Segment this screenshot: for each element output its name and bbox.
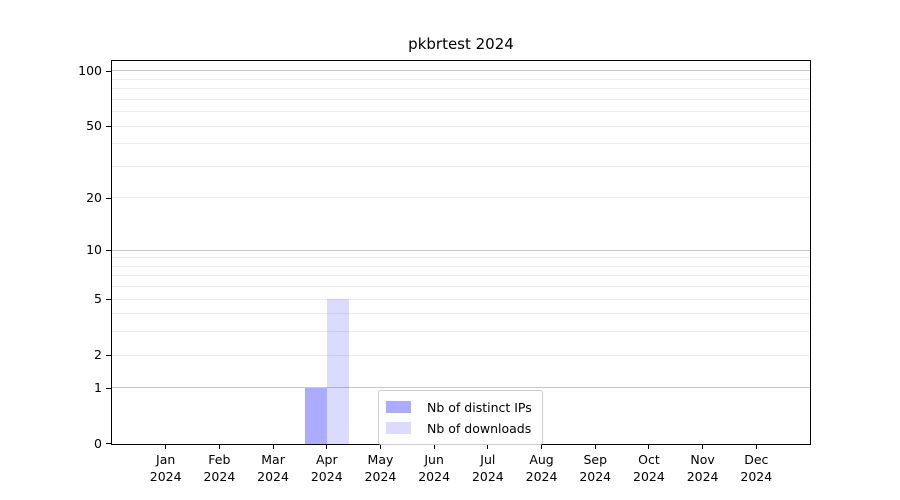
minor-gridline-50 xyxy=(112,125,810,127)
major-gridline-1 xyxy=(112,387,810,389)
y-tick-label-1: 1 xyxy=(94,379,102,395)
legend-swatch-downloads xyxy=(386,422,411,434)
y-tick-50 xyxy=(106,126,112,128)
x-tick-label-dec: Dec 2024 xyxy=(740,452,773,484)
x-tick-apr xyxy=(326,444,328,449)
minor-gridline-70 xyxy=(112,98,810,100)
y-tick-100 xyxy=(106,70,112,72)
x-tick-label-oct: Oct 2024 xyxy=(633,452,665,484)
y-tick-2 xyxy=(106,355,112,357)
x-tick-feb xyxy=(218,444,220,449)
minor-gridline-5 xyxy=(112,298,810,300)
minor-gridline-4 xyxy=(112,313,810,315)
y-tick-label-2: 2 xyxy=(94,347,102,363)
x-tick-jul xyxy=(487,444,489,449)
minor-gridline-6 xyxy=(112,286,810,288)
y-tick-1 xyxy=(106,387,112,389)
x-tick-label-mar: Mar 2024 xyxy=(257,452,289,484)
x-tick-nov xyxy=(702,444,704,449)
y-tick-5 xyxy=(106,299,112,301)
minor-gridline-30 xyxy=(112,165,810,167)
x-tick-jun xyxy=(433,444,435,449)
x-tick-oct xyxy=(648,444,650,449)
x-tick-label-sep: Sep 2024 xyxy=(579,452,612,484)
x-tick-label-nov: Nov 2024 xyxy=(686,452,719,484)
x-tick-mar xyxy=(272,444,274,449)
minor-gridline-2 xyxy=(112,354,810,356)
plot-area: Nb of distinct IPs Nb of downloads 0 1 2 5 1… xyxy=(78,60,811,484)
y-tick-label-50: 50 xyxy=(86,118,102,134)
y-tick-label-20: 20 xyxy=(86,189,102,205)
x-tick-label-aug: Aug 2024 xyxy=(525,452,558,484)
x-tick-label-apr: Apr 2024 xyxy=(310,452,343,484)
minor-gridline-3 xyxy=(112,331,810,333)
chart-title: pkbrtest 2024 xyxy=(408,35,514,53)
y-tick-label-0: 0 xyxy=(94,436,102,451)
minor-gridline-80 xyxy=(112,88,810,90)
x-tick-label-jan: Jan 2024 xyxy=(149,452,182,484)
x-tick-aug xyxy=(541,444,543,449)
minor-gridline-90 xyxy=(112,78,810,80)
major-gridline-100 xyxy=(112,70,810,72)
x-tick-dec xyxy=(755,444,757,449)
legend: Nb of distinct IPs Nb of downloads xyxy=(378,390,543,445)
y-tick-label-100: 100 xyxy=(78,62,102,78)
minor-gridline-60 xyxy=(112,111,810,113)
x-tick-label-jul: Jul 2024 xyxy=(471,452,504,484)
minor-gridline-20 xyxy=(112,197,810,199)
y-tick-label-10: 10 xyxy=(86,242,102,258)
legend-label-distinct-ips: Nb of distinct IPs xyxy=(427,399,532,415)
minor-gridline-7 xyxy=(112,275,810,277)
x-tick-label-may: May 2024 xyxy=(364,452,397,484)
y-tick-20 xyxy=(106,197,112,199)
y-tick-10 xyxy=(106,250,112,252)
x-tick-sep xyxy=(594,444,596,449)
major-gridline-10 xyxy=(112,249,810,251)
x-tick-may xyxy=(379,444,381,449)
bar-nb-of-distinct-ips-apr xyxy=(304,387,327,444)
minor-gridline-9 xyxy=(112,257,810,259)
legend-label-downloads: Nb of downloads xyxy=(427,420,532,436)
bar-nb-of-downloads-apr xyxy=(326,299,349,444)
legend-swatch-distinct-ips xyxy=(386,401,411,413)
x-tick-label-jun: Jun 2024 xyxy=(418,452,451,484)
legend-row-distinct-ips: Nb of distinct IPs xyxy=(386,398,532,416)
x-tick-jan xyxy=(165,444,167,449)
x-tick-label-feb: Feb 2024 xyxy=(203,452,236,484)
y-tick-0 xyxy=(106,443,112,444)
legend-row-downloads: Nb of downloads xyxy=(386,419,532,437)
minor-gridline-8 xyxy=(112,265,810,267)
minor-gridline-40 xyxy=(112,143,810,145)
y-tick-label-5: 5 xyxy=(94,291,102,307)
